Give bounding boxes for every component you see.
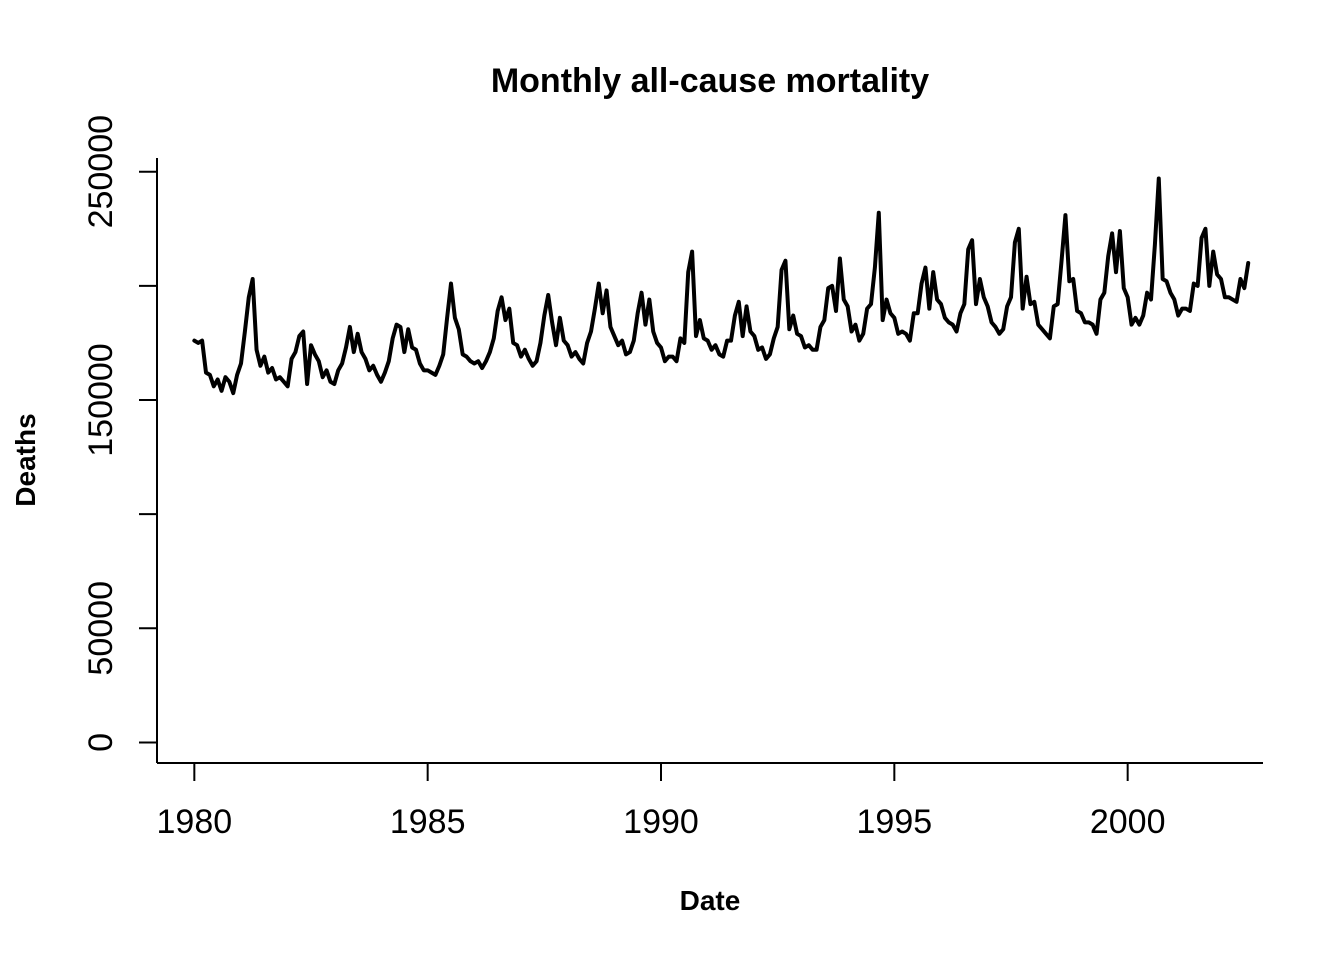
y-tick-label: 0 <box>82 733 120 752</box>
series-layer <box>192 176 1251 396</box>
y-tick-label: 250000 <box>82 115 120 228</box>
x-tick-label: 1980 <box>157 803 233 841</box>
y-tick-label: 150000 <box>82 343 120 456</box>
y-tick-label: 50000 <box>82 581 120 676</box>
x-tick-label: 1990 <box>623 803 699 841</box>
chart-title: Monthly all-cause mortality <box>491 62 929 100</box>
x-tick-label: 2000 <box>1090 803 1166 841</box>
x-axis: 1980 1985 1990 1995 2000 <box>157 762 1263 841</box>
x-tick-label: 1995 <box>857 803 933 841</box>
series-line <box>192 176 1251 396</box>
x-axis-label: Date <box>680 885 741 916</box>
y-axis: 0 50000 150000 250000 <box>82 115 158 763</box>
y-axis-label: Deaths <box>10 413 41 506</box>
x-tick-label: 1985 <box>390 803 466 841</box>
